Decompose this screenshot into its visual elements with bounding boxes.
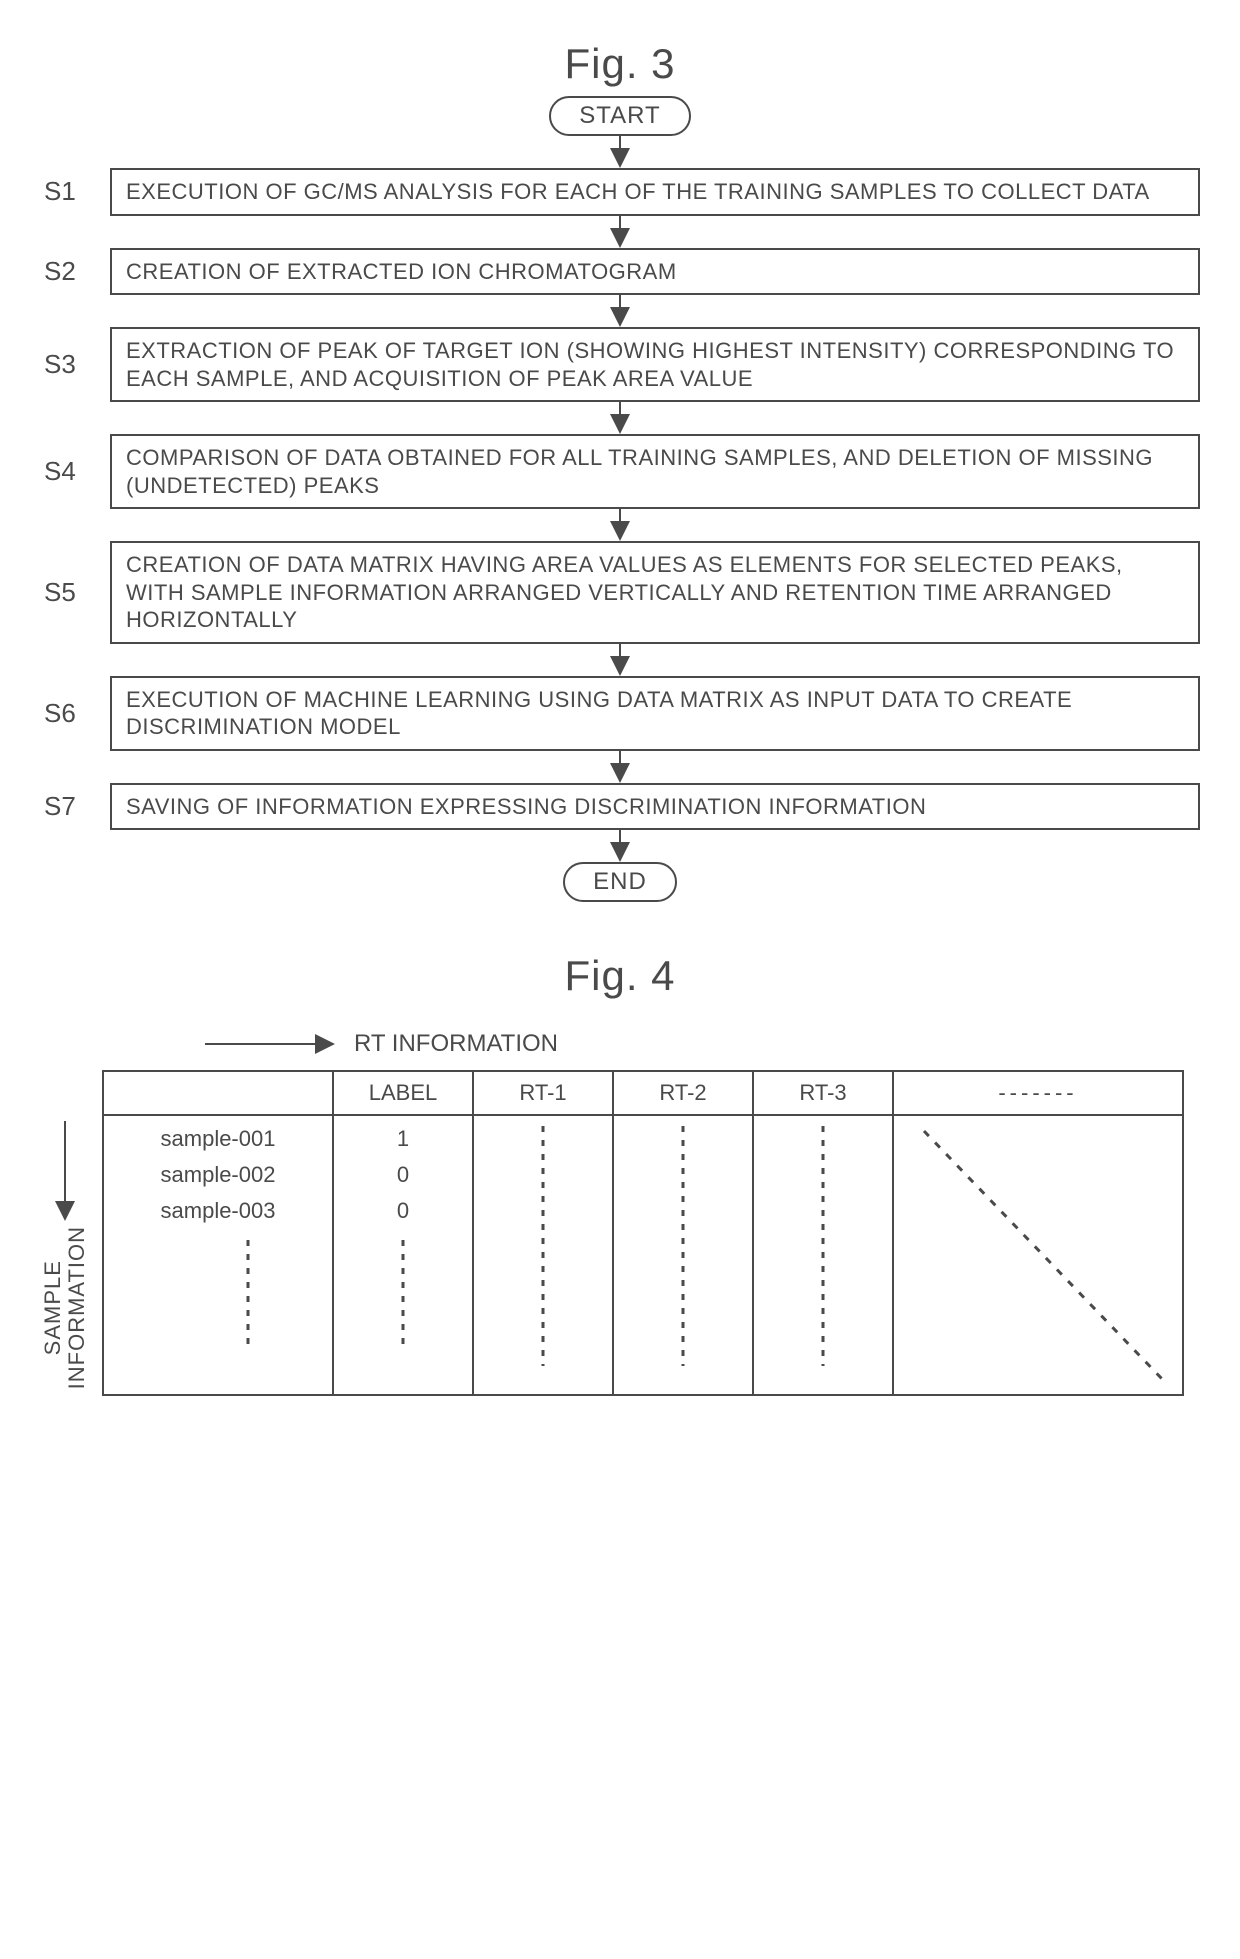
arrow-down-icon bbox=[608, 509, 632, 541]
step-id-s7: S7 bbox=[40, 791, 110, 822]
step-row-s5: S5 CREATION OF DATA MATRIX HAVING AREA V… bbox=[40, 541, 1200, 644]
arrow-down-icon bbox=[608, 751, 632, 783]
col-rt2: RT-2 bbox=[613, 1071, 753, 1115]
step-box-s6: EXECUTION OF MACHINE LEARNING USING DATA… bbox=[110, 676, 1200, 751]
sample-information-label: SAMPLE INFORMATION bbox=[41, 1226, 89, 1389]
step-id-s6: S6 bbox=[40, 698, 110, 729]
step-row-s3: S3 EXTRACTION OF PEAK OF TARGET ION (SHO… bbox=[40, 327, 1200, 402]
step-row-s7: S7 SAVING OF INFORMATION EXPRESSING DISC… bbox=[40, 783, 1200, 831]
arrow-down-icon bbox=[608, 402, 632, 434]
step-row-s6: S6 EXECUTION OF MACHINE LEARNING USING D… bbox=[40, 676, 1200, 751]
diagonal-ellipsis-icon bbox=[894, 1116, 1184, 1396]
labels-cell: 1 0 0 bbox=[333, 1115, 473, 1395]
step-row-s2: S2 CREATION OF EXTRACTED ION CHROMATOGRA… bbox=[40, 248, 1200, 296]
arrow-down-icon bbox=[608, 295, 632, 327]
col-label: LABEL bbox=[333, 1071, 473, 1115]
table-body-row: sample-001 sample-002 sample-003 1 0 0 bbox=[103, 1115, 1183, 1395]
step-id-s4: S4 bbox=[40, 456, 110, 487]
flowchart: START S1 EXECUTION OF GC/MS ANALYSIS FOR… bbox=[40, 96, 1200, 902]
step-row-s1: S1 EXECUTION OF GC/MS ANALYSIS FOR EACH … bbox=[40, 168, 1200, 216]
sample-id: sample-001 bbox=[120, 1126, 316, 1152]
label-value: 0 bbox=[338, 1162, 468, 1188]
figure3-title: Fig. 3 bbox=[40, 40, 1200, 88]
arrow-down-icon bbox=[55, 1116, 75, 1226]
terminal-start: START bbox=[549, 96, 690, 136]
col-more: ------- bbox=[893, 1071, 1183, 1115]
label-value: 0 bbox=[338, 1198, 468, 1224]
step-id-s5: S5 bbox=[40, 577, 110, 608]
diagonal-cell bbox=[893, 1115, 1183, 1395]
figure4-title: Fig. 4 bbox=[40, 952, 1200, 1000]
rt3-cell bbox=[753, 1115, 893, 1395]
step-box-s3: EXTRACTION OF PEAK OF TARGET ION (SHOWIN… bbox=[110, 327, 1200, 402]
arrow-right-icon bbox=[200, 1034, 340, 1054]
step-row-s4: S4 COMPARISON OF DATA OBTAINED FOR ALL T… bbox=[40, 434, 1200, 509]
col-rt3: RT-3 bbox=[753, 1071, 893, 1115]
vertical-ellipsis-icon bbox=[244, 1240, 252, 1350]
data-matrix-table: LABEL RT-1 RT-2 RT-3 ------- sample-001 … bbox=[102, 1070, 1184, 1396]
table-header-row: LABEL RT-1 RT-2 RT-3 ------- bbox=[103, 1071, 1183, 1115]
step-box-s4: COMPARISON OF DATA OBTAINED FOR ALL TRAI… bbox=[110, 434, 1200, 509]
col-empty bbox=[103, 1071, 333, 1115]
sample-id: sample-002 bbox=[120, 1162, 316, 1188]
samples-cell: sample-001 sample-002 sample-003 bbox=[103, 1115, 333, 1395]
vertical-ellipsis-icon bbox=[539, 1126, 547, 1366]
step-id-s2: S2 bbox=[40, 256, 110, 287]
sample-information-label-col: SAMPLE INFORMATION bbox=[40, 1070, 90, 1389]
arrow-down-icon bbox=[608, 830, 632, 862]
step-box-s2: CREATION OF EXTRACTED ION CHROMATOGRAM bbox=[110, 248, 1200, 296]
terminal-end: END bbox=[563, 862, 677, 902]
sample-id: sample-003 bbox=[120, 1198, 316, 1224]
arrow-down-icon bbox=[608, 216, 632, 248]
rt2-cell bbox=[613, 1115, 753, 1395]
rt-information-label: RT INFORMATION bbox=[354, 1030, 558, 1058]
vertical-ellipsis-icon bbox=[679, 1126, 687, 1366]
figure4-container: RT INFORMATION SAMPLE INFORMATION L bbox=[40, 1030, 1200, 1396]
rt1-cell bbox=[473, 1115, 613, 1395]
arrow-down-icon bbox=[608, 136, 632, 168]
arrow-down-icon bbox=[608, 644, 632, 676]
vertical-ellipsis-icon bbox=[819, 1126, 827, 1366]
rt-information-label-row: RT INFORMATION bbox=[200, 1030, 1200, 1058]
step-id-s1: S1 bbox=[40, 176, 110, 207]
step-box-s5: CREATION OF DATA MATRIX HAVING AREA VALU… bbox=[110, 541, 1200, 644]
step-box-s7: SAVING OF INFORMATION EXPRESSING DISCRIM… bbox=[110, 783, 1200, 831]
label-value: 1 bbox=[338, 1126, 468, 1152]
col-rt1: RT-1 bbox=[473, 1071, 613, 1115]
step-box-s1: EXECUTION OF GC/MS ANALYSIS FOR EACH OF … bbox=[110, 168, 1200, 216]
vertical-ellipsis-icon bbox=[399, 1240, 407, 1350]
step-id-s3: S3 bbox=[40, 349, 110, 380]
